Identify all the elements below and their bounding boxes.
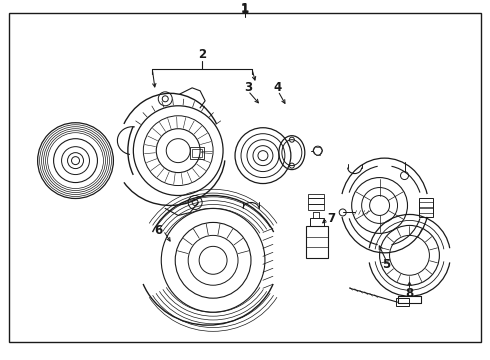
Bar	[310, 219, 324, 226]
Text: 5: 5	[382, 258, 391, 271]
Bar	[419, 198, 434, 217]
Text: 3: 3	[244, 81, 252, 94]
Bar	[306, 226, 328, 258]
Bar	[190, 147, 204, 159]
Bar	[419, 208, 434, 213]
Text: 2: 2	[198, 49, 206, 62]
Bar	[192, 149, 202, 157]
Text: 4: 4	[274, 81, 282, 94]
Text: 6: 6	[154, 224, 162, 237]
Bar	[308, 198, 324, 204]
Text: 8: 8	[405, 287, 414, 300]
Text: 1: 1	[241, 3, 249, 15]
Bar	[308, 204, 324, 211]
Bar	[308, 194, 324, 198]
Text: 1: 1	[241, 1, 249, 15]
Text: 7: 7	[328, 212, 336, 225]
Bar	[395, 298, 410, 306]
Bar	[419, 202, 434, 207]
